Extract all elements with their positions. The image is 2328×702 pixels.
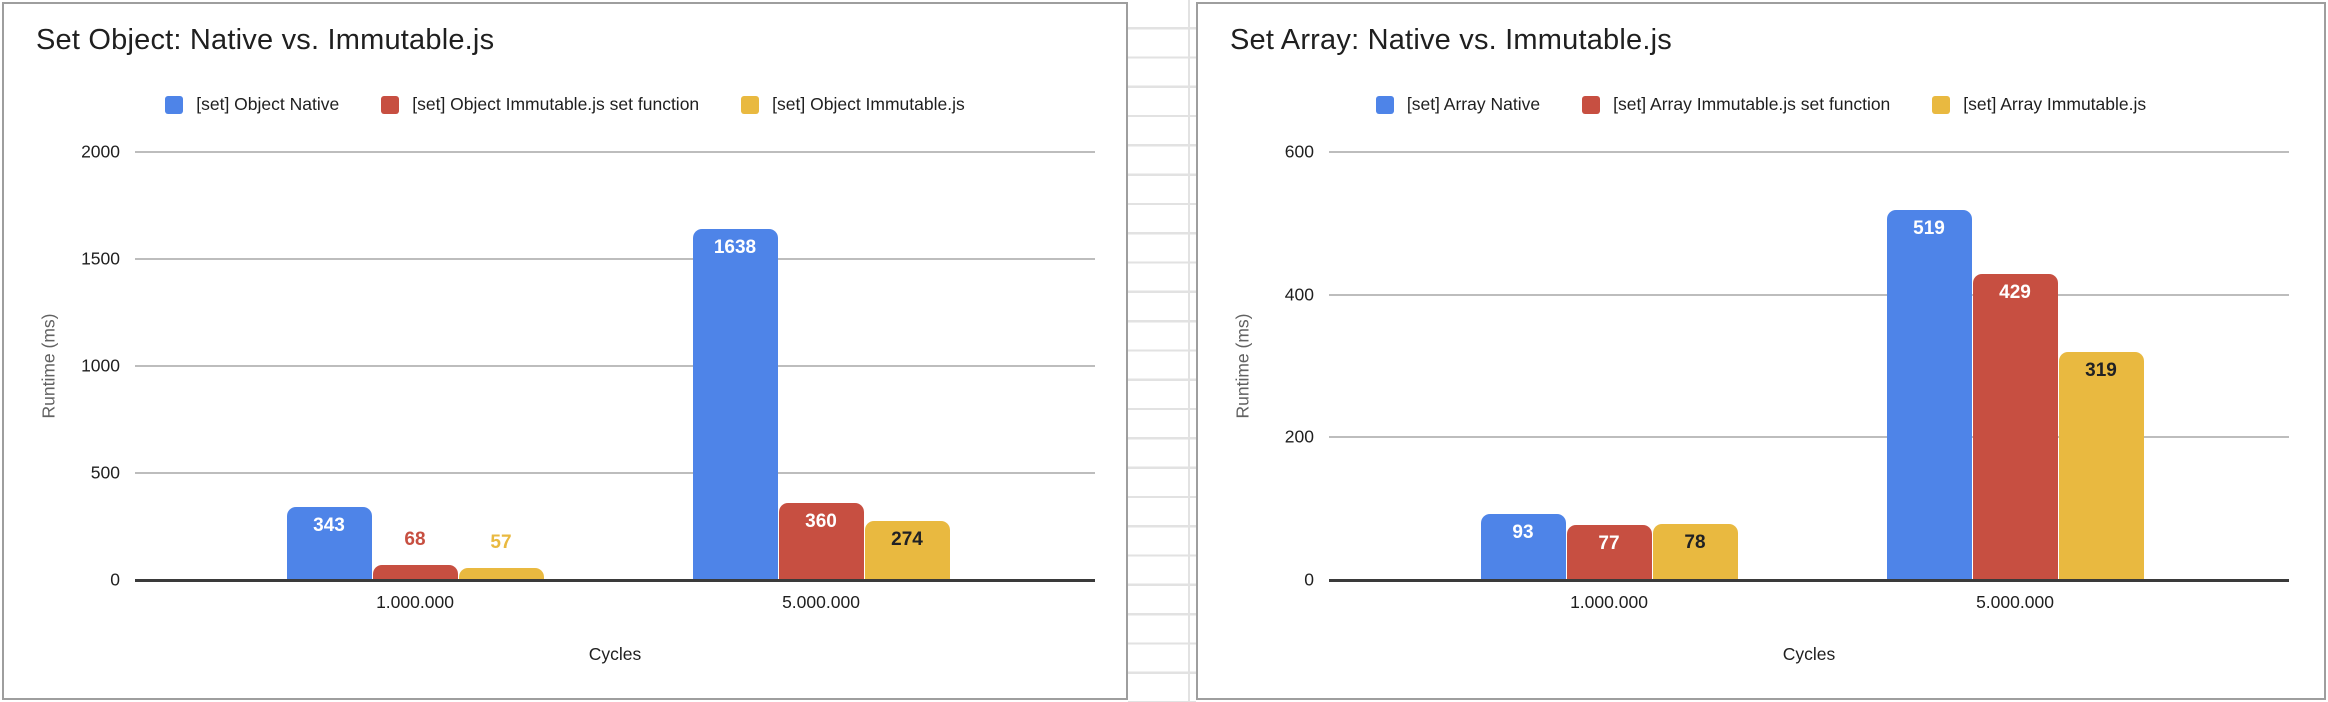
- x-axis-title: Cycles: [588, 644, 642, 664]
- y-gridline: [135, 365, 1095, 367]
- bar-value-label: 360: [805, 510, 837, 532]
- bar-value-label: 68: [404, 529, 426, 551]
- chart-card-set-object[interactable]: Set Object: Native vs. Immutable.js [set…: [2, 2, 1128, 700]
- legend-label: [set] Array Immutable.js set function: [1613, 94, 1891, 114]
- legend-item: [set] Object Immutable.js set function: [381, 94, 699, 115]
- legend-swatch: [165, 95, 184, 114]
- bar-value-label: 57: [490, 531, 512, 553]
- legend-item: [set] Array Native: [1375, 94, 1541, 115]
- y-gridline: [1329, 293, 2289, 296]
- legend-swatch: [1932, 95, 1951, 114]
- bar: [2058, 352, 2144, 580]
- y-gridline: [135, 472, 1095, 474]
- x-tick-label: 5.000.000: [1976, 592, 2054, 612]
- legend-item: [set] Object Immutable.js: [741, 94, 965, 115]
- x-tick-label: 1.000.000: [1570, 592, 1648, 612]
- y-axis-title: Runtime (ms): [1232, 313, 1253, 419]
- x-axis-line: [135, 579, 1095, 582]
- x-axis-line: [1329, 579, 2289, 582]
- y-tick-label: 600: [1284, 141, 1314, 162]
- bar-value-label: 274: [891, 529, 923, 551]
- bar-value-label: 77: [1598, 533, 1620, 555]
- y-tick-label: 500: [90, 462, 120, 483]
- legend-label: [set] Object Immutable.js: [772, 94, 965, 114]
- bar: [1972, 273, 2058, 580]
- bar-value-label: 343: [313, 514, 345, 536]
- y-tick-label: 2000: [81, 141, 120, 162]
- bar: [458, 567, 544, 580]
- y-gridline: [1329, 151, 2289, 153]
- y-tick-label: 0: [1304, 569, 1314, 590]
- bar: [372, 565, 458, 580]
- chart-legend: [set] Object Native [set] Object Immutabl…: [4, 94, 1126, 115]
- legend-label: [set] Array Native: [1406, 94, 1541, 114]
- y-gridline: [135, 151, 1095, 153]
- legend-item: [set] Array Immutable.js: [1932, 94, 2146, 115]
- legend-item: [set] Object Native: [165, 94, 339, 115]
- y-tick-label: 0: [110, 569, 120, 590]
- chart-legend: [set] Array Native [set] Array Immutable.…: [1198, 94, 2324, 115]
- bar: [692, 229, 778, 580]
- x-tick-label: 5.000.000: [782, 592, 860, 612]
- legend-label: [set] Object Immutable.js set function: [412, 94, 700, 114]
- y-gridline: [1329, 436, 2289, 439]
- sheet-cells[interactable]: [1128, 0, 1196, 702]
- chart-title: Set Object: Native vs. Immutable.js: [36, 24, 495, 56]
- legend-swatch: [1582, 95, 1601, 114]
- bar: [778, 502, 864, 580]
- chart-card-set-array[interactable]: Set Array: Native vs. Immutable.js [set]…: [1196, 2, 2326, 700]
- plot-area: Runtime (ms) Cycles 0 500 1000 1500 2000 1.00…: [39, 142, 1095, 664]
- y-gridline: [135, 258, 1095, 260]
- legend-swatch: [381, 95, 400, 114]
- legend-label: [set] Array Immutable.js: [1963, 94, 2147, 114]
- x-axis-title: Cycles: [1782, 644, 1836, 664]
- y-tick-label: 200: [1284, 426, 1314, 447]
- bar-value-label: 519: [1913, 217, 1945, 239]
- plot-area: Runtime (ms) Cycles 0 200 400 600 1.000.000 5…: [1233, 142, 2289, 664]
- bar-value-label: 319: [2085, 360, 2117, 382]
- legend-swatch: [741, 95, 760, 114]
- bar: [1886, 209, 1972, 580]
- bar: [1566, 525, 1652, 580]
- y-tick-label: 1500: [81, 248, 120, 269]
- x-tick-label: 1.000.000: [376, 592, 454, 612]
- y-tick-label: 1000: [81, 355, 120, 376]
- sheet-column-gridline: [1188, 0, 1190, 702]
- y-tick-label: 400: [1284, 284, 1314, 305]
- bar: [286, 506, 372, 580]
- bar-value-label: 1638: [713, 237, 757, 259]
- legend-swatch: [1375, 95, 1394, 114]
- y-axis-title: Runtime (ms): [38, 313, 59, 419]
- bar: [1480, 513, 1566, 580]
- bar-value-label: 429: [1999, 281, 2031, 303]
- bar: [1652, 524, 1738, 580]
- chart-title: Set Array: Native vs. Immutable.js: [1230, 24, 1672, 56]
- legend-label: [set] Object Native: [196, 94, 340, 114]
- bar: [864, 521, 950, 580]
- bar-value-label: 78: [1684, 532, 1706, 554]
- legend-item: [set] Array Immutable.js set function: [1582, 94, 1890, 115]
- bar-value-label: 93: [1512, 521, 1534, 543]
